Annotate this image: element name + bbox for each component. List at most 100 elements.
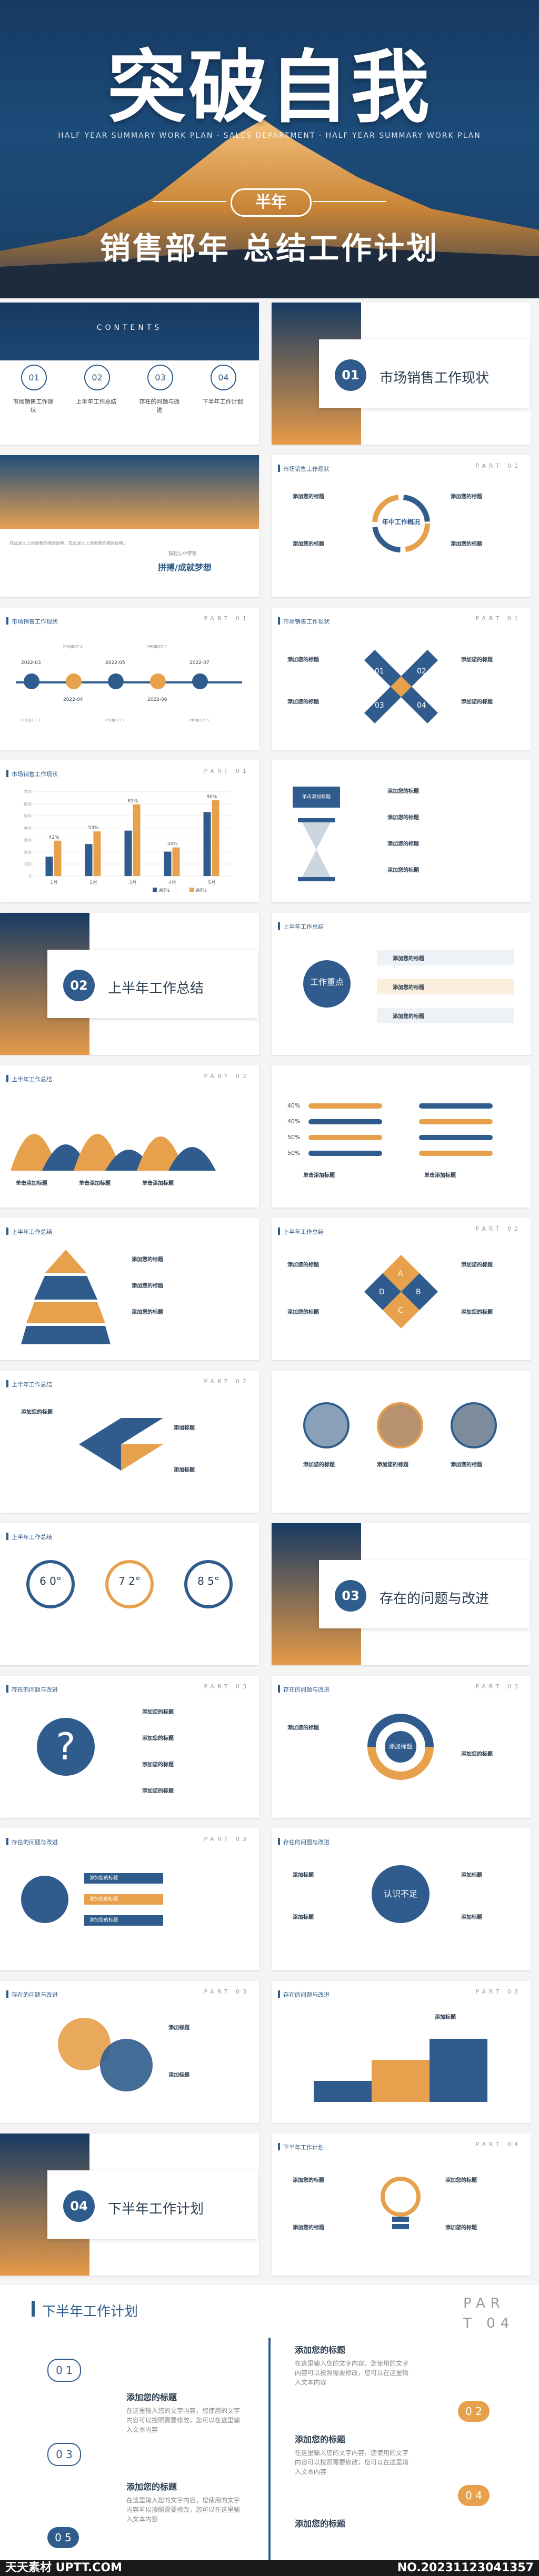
plan-number: 0 3 [47,2443,81,2466]
item-title: 添加标题 [174,1467,195,1473]
section-number: 03 [335,1580,366,1612]
wave-graphic [11,1134,216,1171]
svg-text:C: C [398,1306,403,1315]
y-tick-label: 100 [24,862,32,867]
item-title: 添加您的标题 [377,1462,408,1468]
item-title: 添加您的标题 [287,1262,319,1268]
lightbulb-icon [381,2177,421,2229]
section-title: 市场销售工作现状 [380,370,490,386]
hero-title: 突破自我 [107,41,432,134]
item-title: 添加您的标题 [451,494,482,500]
key-bar: 添加您的标题 [84,1915,163,1926]
hourglass-slide: 单击添加标题 添加您的标题 添加您的标题 添加您的标题 添加您的标题 [272,760,531,902]
bar [93,831,101,876]
part-label: PART 02 [475,1225,521,1232]
hero-pill: 半年 [231,188,312,217]
stairs-graphic [314,2039,487,2102]
legend-swatch [189,888,194,892]
slide-title: 存在的问题与改进 [283,1686,330,1693]
x-tick-label: 2月 [89,880,97,886]
slide-title: 下半年工作计划 [283,2144,324,2151]
section-slide-03: 03 存在的问题与改进 [272,1523,531,1665]
percent-slide: 40% 40% 50% 50% 单击添加标题 单击添加标题 [272,1065,531,1208]
date: 2022-07 [189,660,209,666]
item-title: 单击添加标题 [16,1181,47,1186]
item-title: 单击添加标题 [142,1181,174,1186]
plan-item-title: 添加您的标题 [295,2345,346,2355]
hero-subtitle-english: HALF YEAR SUMMARY WORK PLAN · SALES DEPA… [58,132,481,140]
key-circle [21,1876,68,1923]
part-label: PART 02 [204,1073,249,1080]
slide-title: 存在的问题与改进 [283,1839,330,1846]
contents-num-1[interactable]: 01 [21,365,47,390]
item-title: 单击添加标题 [424,1173,456,1179]
percent: 50% [287,1150,301,1156]
y-tick-label: 700 [24,790,32,794]
wave-slide: 上半年工作总结 PART 02 单击添加标题 单击添加标题 单击添加标题 [0,1065,259,1208]
legend-label: 系列1 [159,888,170,892]
item-title: 添加标题 [168,2025,189,2031]
plan-slide: 下半年工作计划 PAR T 04 0 1 0 3 0 5 0 2 0 4 添加您… [0,2285,539,2576]
slide-title: 存在的问题与改进 [12,1991,58,1998]
hourglass-icon [298,818,335,881]
y-tick-label: 200 [24,850,32,854]
arrow-cycle-slide: 存在的问题与改进 PART 03 添加标题 添加您的标题 添加您的标题 [272,1676,531,1818]
bar-chart: 0 100 200 300 400 500 600 700 42% 1月 53% 2月 85% 3月 34%… [24,790,232,892]
dial-value: 7 2° [118,1575,141,1587]
hero-slide: 突破自我 HALF YEAR SUMMARY WORK PLAN · SALES… [0,0,539,298]
struggle-tag: 拼搏/成就梦想 [158,562,212,572]
svg-text:04: 04 [417,701,426,710]
item-title: 添加您的标题 [461,1262,493,1268]
item-title: 添加标题 [435,2015,456,2020]
plan-item-text: 在这里输入您的文字内容，您使用的文字内容可以按照需要修改，您可以在这里输入文本内… [295,2360,409,2386]
section-title: 上半年工作总结 [108,981,204,997]
item-title: 添加您的标题 [287,1310,319,1315]
section-title: 存在的问题与改进 [380,1591,490,1607]
section-slide-02: 02 上半年工作总结 [0,913,259,1055]
cross-slide: 市场销售工作现状 PART 01 01 02 03 04 添加您的标题 添加您的… [272,608,531,750]
venn-circle [100,2039,153,2091]
plan-item-title: 添加您的标题 [126,2392,177,2402]
bar [212,800,219,876]
section-slide-04: 04 下半年工作计划 [0,2134,259,2276]
cycle-icon [372,495,430,552]
item-title: 添加您的标题 [142,1788,174,1794]
part-label: PART 01 [204,615,249,622]
photo-slide: 添加您的标题 添加您的标题 添加您的标题 [272,1371,531,1513]
contents-num-4[interactable]: 04 [211,365,236,390]
item-title: 添加标题 [168,2072,189,2078]
x-tick-label: 1月 [50,880,58,886]
plan-item-title: 添加您的标题 [295,2519,346,2529]
contents-slide: CONTENTS 01 02 03 04 市场销售工作现状 上半年工作总结 存在… [0,303,259,445]
half-overview-slide: 市场销售工作现状 PART 01 年中工作概况 添加您的标题 添加您的标题 添加… [272,455,531,597]
x-tick-label: 4月 [168,880,176,886]
plan-number: 0 2 [458,2401,490,2422]
item-title: 添加您的标题 [287,699,319,705]
item-title: 添加您的标题 [287,1725,319,1731]
item-title: 添加您的标题 [303,1462,335,1468]
slide-title: 市场销售工作现状 [12,771,58,778]
photo-2 [377,1402,423,1448]
work-focus-slide: 上半年工作总结 工作重点 添加您的标题 添加您的标题 添加您的标题 [272,913,531,1055]
contents-num-2[interactable]: 02 [84,365,110,390]
center-title: 添加标题 [385,1731,416,1763]
item-title: 添加您的标题 [132,1257,163,1263]
data-label: 34% [167,842,177,847]
section-slide-01: 01 市场销售工作现状 [272,303,531,445]
item-title: 添加您的标题 [451,541,482,547]
part-label: PART 01 [204,768,249,774]
y-tick-label: 500 [24,814,32,819]
item-title: 添加标题 [293,1873,314,1878]
slide-title: 上半年工作总结 [12,1076,52,1083]
item-title: 添加您的标题 [445,2225,477,2231]
photo-3 [451,1402,497,1448]
contents-num-3[interactable]: 03 [147,365,173,390]
part-label: PART 04 [475,2141,521,2148]
pyramid-slide: 上半年工作总结 添加您的标题 添加您的标题 添加您的标题 [0,1218,259,1360]
triangle-slide: 上半年工作总结 PART 02 添加您的标题 添加标题 添加标题 [0,1371,259,1513]
bulb-slide: 下半年工作计划 PART 04 添加您的标题 添加您的标题 添加您的标题 添加您… [272,2134,531,2276]
date: 2022-06 [147,697,167,702]
top-text: 鼓起心中梦想 [168,551,197,557]
date: 2022-03 [21,660,41,666]
timeline-slide: 市场销售工作现状 PART 01 2022-03 2022-04 2022-05… [0,608,259,750]
